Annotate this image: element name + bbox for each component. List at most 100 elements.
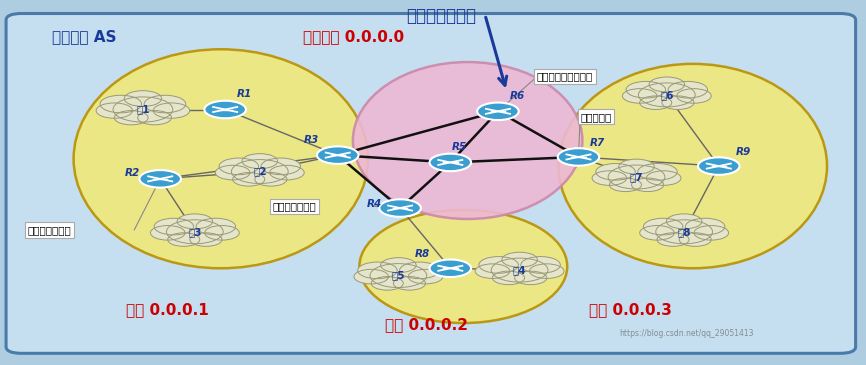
- Circle shape: [372, 277, 404, 290]
- Text: R1: R1: [236, 89, 252, 99]
- Text: 区域 0.0.0.1: 区域 0.0.0.1: [126, 303, 209, 318]
- Text: 区域 0.0.0.2: 区域 0.0.0.2: [385, 317, 469, 332]
- Circle shape: [216, 165, 250, 180]
- Circle shape: [479, 257, 519, 273]
- Circle shape: [114, 111, 148, 125]
- Circle shape: [430, 260, 471, 277]
- Circle shape: [514, 271, 546, 285]
- Text: 区域 0.0.0.3: 区域 0.0.0.3: [589, 303, 672, 318]
- Circle shape: [493, 271, 525, 285]
- Circle shape: [662, 96, 694, 110]
- Text: R6: R6: [509, 91, 525, 101]
- Text: 主干区域 0.0.0.0: 主干区域 0.0.0.0: [303, 29, 404, 44]
- Circle shape: [269, 165, 304, 180]
- Circle shape: [666, 214, 702, 229]
- Text: R9: R9: [735, 147, 751, 157]
- Circle shape: [618, 159, 655, 174]
- Circle shape: [475, 264, 510, 278]
- Text: 网6: 网6: [660, 90, 674, 100]
- Circle shape: [190, 233, 222, 246]
- Circle shape: [477, 103, 519, 120]
- Circle shape: [204, 101, 246, 118]
- Ellipse shape: [359, 210, 567, 323]
- Circle shape: [154, 218, 194, 235]
- Circle shape: [501, 252, 538, 267]
- Circle shape: [610, 178, 642, 192]
- Circle shape: [166, 220, 223, 244]
- Text: 网3: 网3: [188, 227, 202, 237]
- Circle shape: [255, 173, 287, 186]
- Circle shape: [370, 264, 427, 288]
- Circle shape: [520, 257, 560, 273]
- Circle shape: [631, 178, 663, 192]
- Circle shape: [153, 103, 190, 118]
- Circle shape: [113, 97, 172, 122]
- Text: https://blog.csdn.net/qq_29051413: https://blog.csdn.net/qq_29051413: [619, 328, 753, 338]
- Text: 至其他自治系统: 至其他自治系统: [407, 7, 476, 25]
- Text: 网7: 网7: [630, 172, 643, 182]
- Circle shape: [100, 95, 142, 113]
- Circle shape: [96, 103, 132, 118]
- Text: R5: R5: [451, 142, 467, 152]
- Circle shape: [529, 264, 564, 278]
- FancyBboxPatch shape: [6, 14, 856, 353]
- Text: 网8: 网8: [677, 227, 691, 237]
- Text: 网5: 网5: [391, 270, 405, 281]
- Text: 区域内部路由器: 区域内部路由器: [28, 225, 72, 235]
- Circle shape: [638, 83, 695, 107]
- Circle shape: [491, 258, 548, 282]
- Circle shape: [626, 81, 666, 98]
- Circle shape: [138, 111, 171, 125]
- Circle shape: [646, 171, 681, 185]
- Text: R3: R3: [304, 135, 320, 145]
- Ellipse shape: [559, 64, 827, 268]
- Text: 区域边界路由器: 区域边界路由器: [273, 201, 317, 211]
- Circle shape: [592, 171, 627, 185]
- Circle shape: [354, 269, 389, 284]
- Circle shape: [242, 154, 278, 169]
- Circle shape: [408, 269, 443, 284]
- Circle shape: [596, 164, 636, 180]
- Circle shape: [640, 96, 672, 110]
- Circle shape: [151, 226, 185, 240]
- Text: 网2: 网2: [253, 166, 267, 177]
- Circle shape: [656, 220, 713, 244]
- Text: 主干路由器: 主干路由器: [580, 112, 611, 122]
- Circle shape: [261, 158, 301, 175]
- Text: R2: R2: [125, 168, 140, 178]
- Circle shape: [204, 226, 239, 240]
- Circle shape: [685, 218, 725, 235]
- Circle shape: [649, 77, 685, 92]
- Circle shape: [124, 91, 162, 107]
- Circle shape: [694, 226, 728, 240]
- Circle shape: [637, 164, 677, 180]
- Circle shape: [399, 262, 439, 279]
- Circle shape: [168, 233, 200, 246]
- Circle shape: [358, 262, 397, 279]
- Circle shape: [393, 277, 425, 290]
- Text: R8: R8: [415, 249, 430, 259]
- Text: 自治系统 AS: 自治系统 AS: [52, 29, 116, 44]
- Circle shape: [379, 199, 421, 217]
- Circle shape: [608, 165, 665, 189]
- Circle shape: [139, 170, 181, 188]
- Circle shape: [231, 160, 288, 184]
- Ellipse shape: [353, 62, 582, 219]
- Circle shape: [233, 173, 265, 186]
- Circle shape: [219, 158, 259, 175]
- Circle shape: [698, 157, 740, 175]
- Circle shape: [657, 233, 689, 246]
- Circle shape: [640, 226, 675, 240]
- Circle shape: [317, 146, 359, 164]
- Circle shape: [144, 95, 185, 113]
- Text: 自治系统边界路由器: 自治系统边界路由器: [537, 72, 593, 82]
- Circle shape: [679, 233, 711, 246]
- Text: 网4: 网4: [513, 265, 527, 275]
- Circle shape: [623, 89, 657, 103]
- Text: 网1: 网1: [136, 104, 150, 115]
- Ellipse shape: [74, 49, 368, 268]
- Circle shape: [177, 214, 213, 229]
- Circle shape: [558, 148, 599, 166]
- Circle shape: [668, 81, 708, 98]
- Text: R7: R7: [590, 138, 605, 148]
